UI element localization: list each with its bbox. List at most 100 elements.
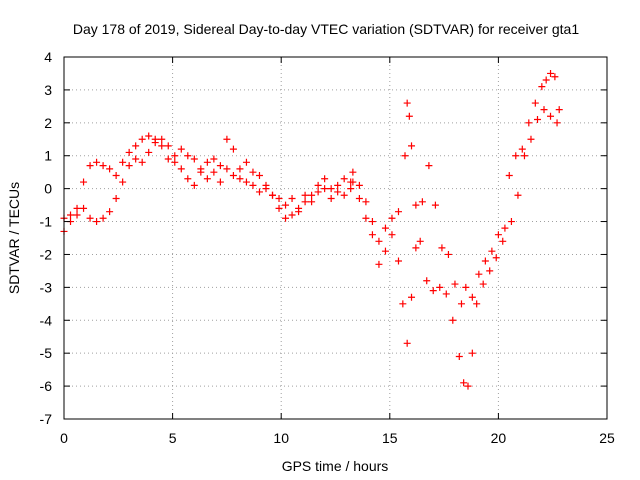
data-point bbox=[501, 224, 509, 232]
data-point bbox=[210, 155, 218, 163]
y-tick-label: 1 bbox=[44, 148, 52, 164]
data-point bbox=[282, 201, 290, 209]
data-point bbox=[119, 178, 127, 186]
data-point bbox=[125, 162, 133, 170]
data-point bbox=[223, 165, 231, 173]
data-point bbox=[492, 254, 500, 262]
data-point bbox=[494, 231, 502, 239]
x-tick-label: 25 bbox=[599, 430, 615, 446]
data-point bbox=[381, 224, 389, 232]
data-point bbox=[499, 237, 507, 245]
y-tick-label: -4 bbox=[40, 312, 53, 328]
x-tick-label: 20 bbox=[491, 430, 507, 446]
x-tick-label: 15 bbox=[382, 430, 398, 446]
data-point bbox=[340, 191, 348, 199]
y-axis-label: SDTVAR / TECUs bbox=[6, 182, 22, 294]
data-point bbox=[242, 178, 250, 186]
data-point bbox=[444, 250, 452, 258]
data-point bbox=[423, 277, 431, 285]
data-point bbox=[507, 218, 515, 226]
data-point bbox=[455, 352, 463, 360]
data-points bbox=[60, 69, 563, 390]
data-point bbox=[80, 204, 88, 212]
data-point bbox=[73, 211, 81, 219]
y-tick-label: -7 bbox=[40, 411, 53, 427]
data-point bbox=[255, 171, 263, 179]
data-point bbox=[80, 178, 88, 186]
data-point bbox=[177, 165, 185, 173]
data-point bbox=[473, 300, 481, 308]
data-point bbox=[275, 195, 283, 203]
data-point bbox=[295, 208, 303, 216]
data-point bbox=[93, 158, 101, 166]
data-point bbox=[408, 142, 416, 150]
data-point bbox=[388, 214, 396, 222]
data-point bbox=[334, 181, 342, 189]
data-point bbox=[394, 208, 402, 216]
data-point bbox=[468, 349, 476, 357]
data-point bbox=[327, 185, 335, 193]
data-point bbox=[86, 214, 94, 222]
data-point bbox=[355, 181, 363, 189]
data-point bbox=[349, 168, 357, 176]
data-point bbox=[514, 191, 522, 199]
data-point bbox=[216, 162, 224, 170]
y-tick-label: 2 bbox=[44, 115, 52, 131]
data-point bbox=[164, 155, 172, 163]
data-point bbox=[112, 195, 120, 203]
data-point bbox=[184, 152, 192, 160]
y-tick-label: 3 bbox=[44, 82, 52, 98]
data-point bbox=[403, 339, 411, 347]
data-point bbox=[464, 382, 472, 390]
plot-frame bbox=[63, 56, 608, 420]
data-point bbox=[269, 191, 277, 199]
data-point bbox=[151, 135, 159, 143]
data-point bbox=[288, 211, 296, 219]
data-point bbox=[412, 244, 420, 252]
data-point bbox=[132, 155, 140, 163]
data-point bbox=[431, 201, 439, 209]
data-point bbox=[408, 293, 416, 301]
data-point bbox=[551, 73, 559, 81]
data-point bbox=[184, 175, 192, 183]
data-point bbox=[449, 316, 457, 324]
data-point bbox=[368, 231, 376, 239]
data-point bbox=[314, 181, 322, 189]
data-point bbox=[555, 106, 563, 114]
data-point bbox=[327, 195, 335, 203]
data-point bbox=[158, 142, 166, 150]
data-point bbox=[321, 185, 329, 193]
data-point bbox=[67, 211, 75, 219]
series-track-d bbox=[349, 106, 561, 347]
data-point bbox=[288, 195, 296, 203]
data-point bbox=[542, 76, 550, 84]
data-point bbox=[399, 300, 407, 308]
y-tick-label: 4 bbox=[44, 49, 52, 65]
data-point bbox=[236, 175, 244, 183]
data-point bbox=[73, 204, 81, 212]
data-point bbox=[429, 287, 437, 295]
series-track-c bbox=[349, 69, 563, 390]
data-point bbox=[547, 69, 555, 77]
data-point bbox=[533, 116, 541, 124]
y-tick-label: -5 bbox=[40, 345, 53, 361]
data-point bbox=[99, 162, 107, 170]
data-point bbox=[145, 132, 153, 140]
data-point bbox=[375, 260, 383, 268]
data-point bbox=[457, 300, 465, 308]
data-point bbox=[527, 135, 535, 143]
data-point bbox=[416, 237, 424, 245]
data-point bbox=[308, 191, 316, 199]
data-point bbox=[334, 188, 342, 196]
data-point bbox=[442, 290, 450, 298]
data-point bbox=[138, 158, 146, 166]
data-point bbox=[119, 158, 127, 166]
data-point bbox=[401, 152, 409, 160]
data-point bbox=[229, 171, 237, 179]
data-point bbox=[242, 158, 250, 166]
data-point bbox=[314, 188, 322, 196]
data-point bbox=[321, 175, 329, 183]
data-point bbox=[308, 198, 316, 206]
